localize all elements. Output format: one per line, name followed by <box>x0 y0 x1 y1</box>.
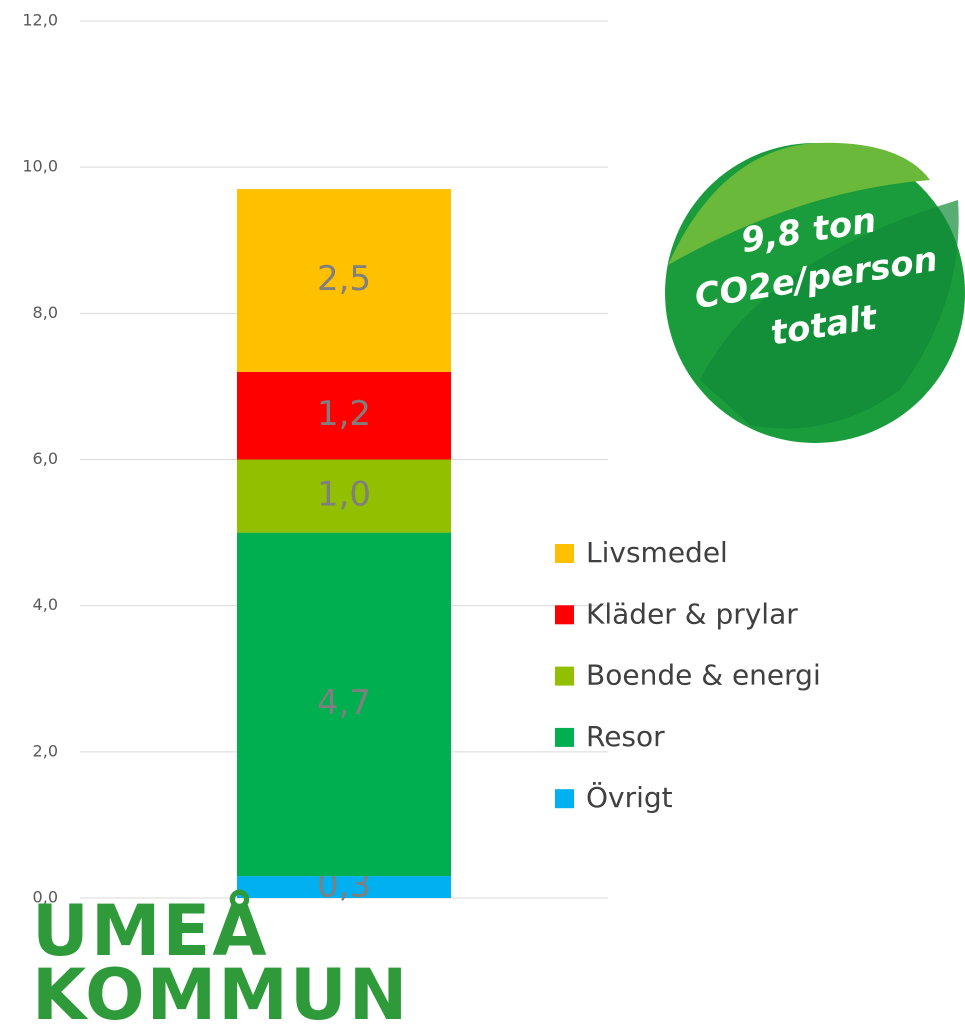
y-tick-label: 12,0 <box>22 11 58 30</box>
legend-swatch <box>555 789 574 809</box>
badge-shade <box>700 200 959 429</box>
legend-swatch <box>555 544 574 563</box>
bar-segment <box>237 532 451 877</box>
legend-label: Boende & energi <box>586 659 821 692</box>
data-label: 2,5 <box>317 259 371 299</box>
bar-segment <box>237 371 451 460</box>
legend-swatch <box>555 605 574 625</box>
data-label: 4,7 <box>317 683 371 723</box>
y-tick-label: 4,0 <box>33 595 58 614</box>
y-tick-label: 2,0 <box>33 741 58 760</box>
y-tick-label: 10,0 <box>22 157 58 176</box>
badge <box>665 142 965 443</box>
legend-label: Livsmedel <box>586 536 728 569</box>
legend-label: Kläder & prylar <box>586 597 798 630</box>
legend-swatch <box>555 666 574 686</box>
data-label: 1,0 <box>317 475 371 515</box>
legend-label: Resor <box>586 720 665 753</box>
bar-segment <box>237 876 451 898</box>
y-tick-label: 0,0 <box>33 888 58 907</box>
bar-segment <box>237 459 451 533</box>
logo-text: KOMMUN <box>32 954 409 1021</box>
y-tick-label: 8,0 <box>33 303 58 322</box>
data-label: 1,2 <box>317 394 371 434</box>
badge-highlight <box>668 142 930 265</box>
y-tick-label: 6,0 <box>33 449 58 468</box>
logo-text: UMEÅ <box>32 890 269 972</box>
legend-swatch <box>555 727 574 747</box>
bar-segment <box>237 189 451 372</box>
legend-label: Övrigt <box>586 780 673 814</box>
